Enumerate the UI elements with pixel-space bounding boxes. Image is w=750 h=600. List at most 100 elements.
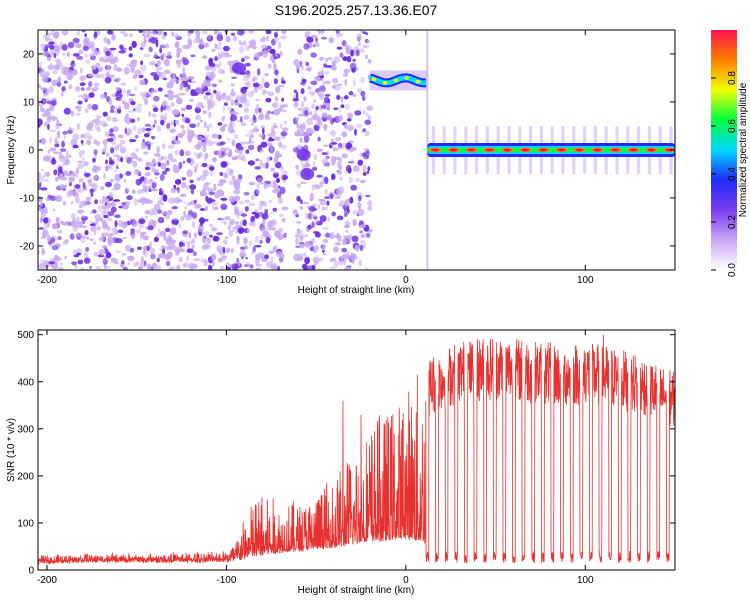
spectrogram-speckle: [260, 44, 268, 49]
spectrogram-speckle: [234, 101, 241, 105]
spectrogram-speckle: [163, 58, 170, 66]
spectrogram-speckle: [86, 236, 90, 240]
spectrogram-speckle: [252, 45, 257, 50]
spectrogram-speckle: [201, 231, 207, 238]
spectrogram-speckle: [346, 209, 350, 213]
spectrogram-speckle: [51, 30, 55, 33]
spectrogram-speckle: [130, 100, 136, 106]
spectrogram-speckle: [59, 151, 62, 159]
spectrogram-speckle: [49, 44, 55, 50]
spectrogram-speckle: [156, 257, 160, 263]
spectrogram-speckle: [208, 111, 212, 119]
spectrogram-speckle: [194, 144, 202, 150]
spectrogram-speckle: [162, 170, 168, 175]
spectrogram-speckle: [296, 122, 300, 129]
spectrogram-speckle: [317, 116, 322, 124]
spectrogram-band-peak: [431, 148, 440, 152]
spectrogram-speckle: [244, 206, 249, 212]
spectrogram-speckle: [249, 264, 254, 269]
spectrogram-speckle: [258, 114, 265, 121]
spectrogram-speckle: [277, 191, 282, 199]
spectrogram-speckle: [197, 32, 201, 37]
spectrogram-speckle: [129, 139, 137, 143]
spectrogram-speckle: [209, 224, 213, 228]
spectrogram-speckle: [83, 37, 90, 43]
spectrogram-speckle: [189, 184, 197, 190]
spectrogram-speckle: [59, 220, 65, 225]
spectrogram-speckle: [170, 101, 175, 108]
spectrogram-speckle: [103, 144, 108, 151]
spectrogram-speckle: [87, 85, 91, 90]
spectrogram-speckle: [229, 38, 232, 42]
spectrogram-speckle: [193, 258, 200, 261]
spectrogram-speckle: [159, 44, 166, 49]
spectrogram-speckle: [128, 161, 136, 164]
spectrogram-speckle: [320, 104, 327, 110]
spectrogram-speckle: [324, 71, 330, 75]
spectrogram-xtick-label: 100: [577, 275, 594, 286]
spectrogram-speckle: [174, 119, 180, 124]
spectrogram-speckle: [133, 108, 136, 111]
spectrogram-speckle: [219, 141, 226, 145]
spectrogram-speckle: [304, 234, 308, 237]
spectrogram-speckle: [140, 231, 147, 235]
spectrogram-speckle: [119, 44, 124, 50]
spectrogram-speckle: [216, 33, 224, 42]
spectrogram-speckle: [271, 102, 279, 109]
spectrogram-speckle: [348, 176, 353, 184]
spectrogram-speckle: [76, 252, 81, 256]
spectrogram-speckle: [331, 173, 336, 180]
spectrogram-speckle: [231, 175, 236, 182]
spectrogram-speckle: [366, 40, 371, 44]
spectrogram-speckle: [362, 242, 366, 249]
spectrogram-speckle: [308, 206, 316, 212]
spectrogram-speckle: [313, 245, 319, 252]
spectrogram-speckle: [182, 230, 188, 235]
spectrogram-speckle: [103, 173, 106, 180]
spectrogram-speckle: [44, 171, 51, 177]
spectrogram-speckle: [239, 45, 245, 54]
spectrogram-speckle: [306, 117, 313, 126]
spectrogram-speckle: [186, 185, 190, 191]
spectrogram-speckle: [79, 205, 82, 209]
spectrogram-speckle: [278, 41, 281, 50]
spectrogram-speckle: [195, 114, 202, 121]
spectrogram-speckle: [89, 220, 93, 224]
spectrogram-speckle: [61, 140, 65, 148]
spectrogram-speckle: [281, 144, 287, 150]
spectrogram-speckle: [142, 91, 148, 98]
spectrogram-speckle: [82, 150, 85, 155]
spectrogram-speckle: [66, 69, 74, 75]
spectrogram-speckle: [94, 220, 99, 226]
spectrogram-speckle: [329, 232, 335, 240]
spectrogram-speckle: [40, 168, 44, 172]
spectrogram-speckle: [144, 98, 149, 106]
spectrogram-speckle: [331, 60, 337, 64]
spectrogram-speckle: [344, 266, 351, 270]
spectrogram-speckle: [280, 166, 284, 171]
spectrogram-speckle: [295, 214, 299, 218]
spectrogram-speckle: [271, 60, 276, 64]
spectrogram-speckle: [319, 215, 327, 223]
spectrogram-speckle: [102, 221, 108, 226]
spectrogram-speckle: [283, 232, 287, 238]
spectrogram-speckle: [258, 107, 262, 113]
spectrogram-speckle: [186, 255, 189, 262]
spectrogram-speckle: [252, 220, 256, 228]
spectrogram-speckle: [233, 180, 240, 187]
spectrogram-speckle: [311, 221, 315, 228]
spectrogram-speckle: [158, 253, 166, 259]
spectrogram-speckle: [304, 109, 309, 116]
spectrogram-speckle: [358, 195, 362, 202]
spectrogram-speckle: [343, 213, 348, 217]
spectrogram-speckle: [195, 102, 202, 109]
spectrogram-speckle: [337, 157, 343, 164]
spectrogram-speckle: [265, 112, 269, 120]
spectrogram-speckle: [101, 245, 108, 249]
spectrogram-speckle: [57, 235, 62, 241]
spectrogram-speckle: [242, 39, 247, 46]
spectrogram-speckle: [356, 33, 362, 41]
spectrogram-speckle: [72, 37, 80, 44]
snr-xtick-label: 100: [577, 575, 594, 586]
spectrogram-speckle: [67, 129, 73, 134]
